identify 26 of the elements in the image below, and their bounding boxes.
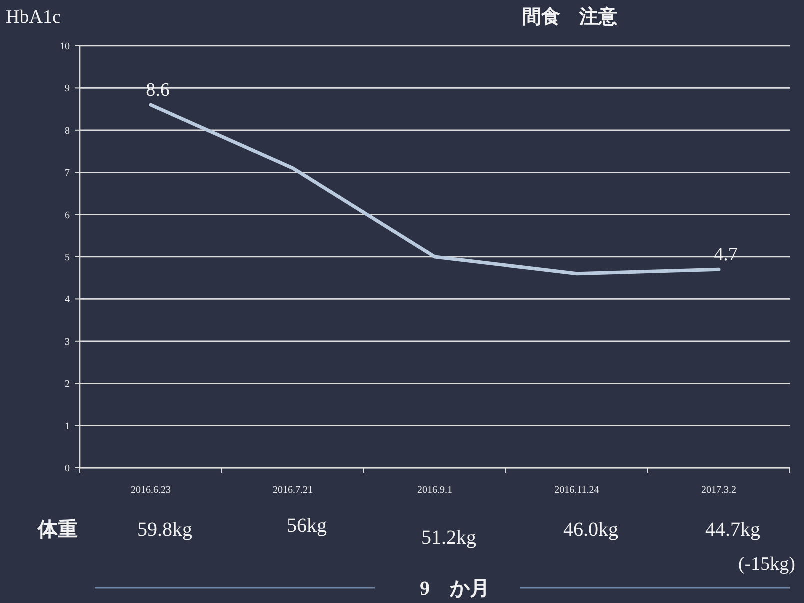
y-tick-label: 8 [65, 126, 70, 137]
y-tick-label: 0 [65, 464, 70, 474]
text: 9 か月 [420, 578, 490, 600]
x-tick-label: 2016.9.1 [418, 485, 452, 496]
text: 59.8kg [138, 519, 192, 541]
x-tick-label: 2016.7.21 [273, 485, 313, 496]
y-tick-label: 4 [65, 294, 70, 306]
text: 44.7kg [706, 519, 760, 541]
y-tick-label: 1 [65, 421, 70, 432]
x-tick-label: 2017.3.2 [702, 485, 736, 496]
y-tick-label: 3 [65, 336, 70, 348]
x-tick-label: 2016.11.24 [554, 485, 600, 496]
y-tick-label: 9 [65, 84, 70, 95]
text: 51.2kg [422, 527, 476, 549]
text: (-15kg) [738, 554, 796, 575]
x-tick-label: 2016.6.23 [131, 485, 171, 496]
chart-title: 間食 注意 [522, 6, 618, 28]
y-tick-label: 2 [65, 379, 70, 390]
text: 体重 [37, 518, 78, 541]
y-tick-label: 6 [65, 210, 70, 222]
text: 56kg [287, 515, 327, 537]
y-axis-title: HbA1c [6, 7, 61, 28]
text: 46.0kg [564, 519, 618, 541]
y-tick-label: 7 [65, 168, 70, 180]
y-tick-label: 10 [60, 42, 70, 52]
y-tick-label: 5 [65, 252, 70, 264]
